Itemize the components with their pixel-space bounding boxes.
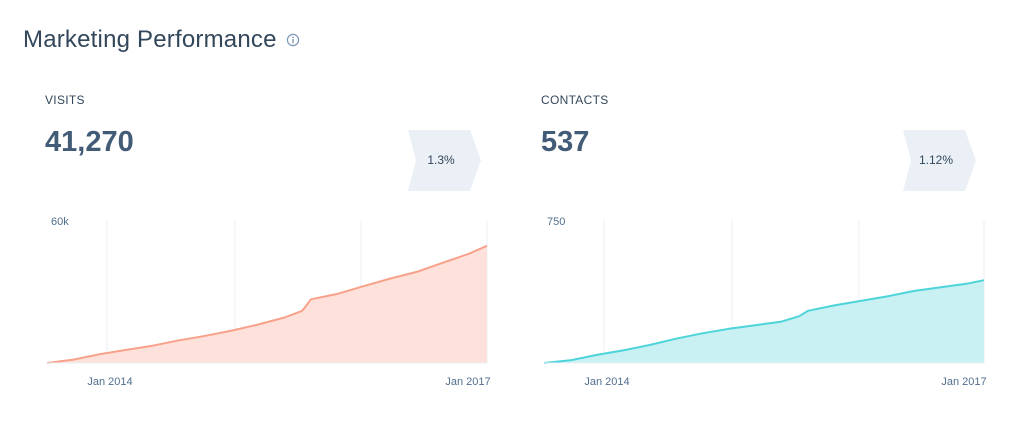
contacts-change-badge: 1.12% xyxy=(903,130,977,191)
contacts-value: 537 xyxy=(541,126,590,158)
visits-chart: 60k Jan 2014 Jan 2017 xyxy=(46,216,491,388)
visits-area xyxy=(47,245,487,363)
badge-arrow-shape xyxy=(408,130,481,191)
visits-y-tick-label: 60k xyxy=(51,216,69,228)
page-header: Marketing Performance xyxy=(23,26,300,54)
visits-value: 41,270 xyxy=(45,126,134,158)
contacts-label: CONTACTS xyxy=(541,93,609,107)
page-title: Marketing Performance xyxy=(23,26,277,53)
badge-arrow-shape xyxy=(903,130,976,191)
visits-x-tick-label: Jan 2017 xyxy=(445,376,490,388)
contacts-y-tick-label: 750 xyxy=(547,216,565,228)
visits-label: VISITS xyxy=(45,93,85,107)
visits-change-text: 1.3% xyxy=(427,153,455,167)
contacts-chart: 750 Jan 2014 Jan 2017 xyxy=(543,216,987,388)
contacts-change-text: 1.12% xyxy=(918,153,954,167)
contacts-x-tick-label: Jan 2014 xyxy=(584,376,629,388)
visits-change-badge: 1.3% xyxy=(408,130,482,191)
visits-x-tick-label: Jan 2014 xyxy=(87,376,132,388)
info-circle-icon[interactable] xyxy=(286,33,300,47)
contacts-area xyxy=(544,280,984,363)
contacts-x-tick-label: Jan 2017 xyxy=(941,376,986,388)
